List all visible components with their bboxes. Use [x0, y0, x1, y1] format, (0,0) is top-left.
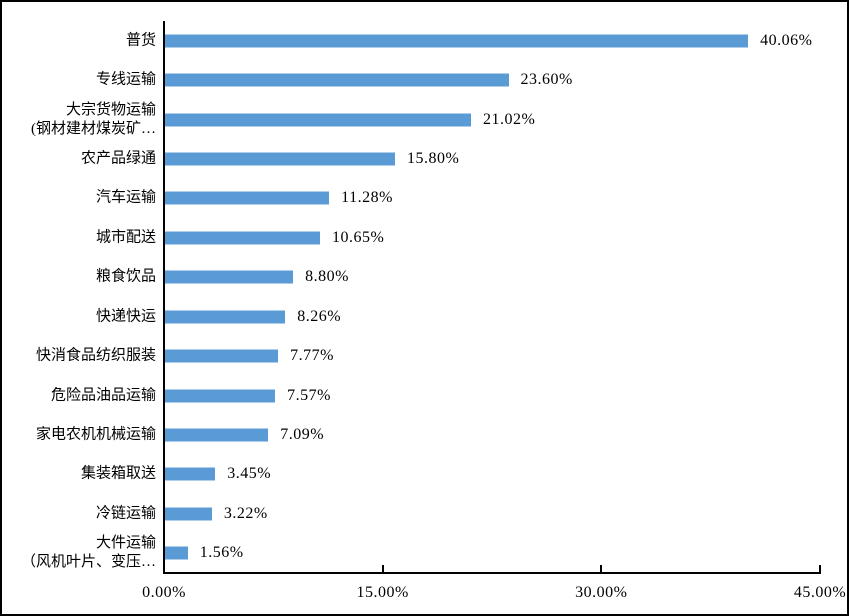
- category-label: 农产品绿通: [80, 150, 156, 167]
- category-label: 汽车运输: [95, 189, 156, 206]
- bar: [165, 546, 188, 560]
- plot-area: 普货 40.06% 专线运输 23.60% 大宗货物运输 (钢材建材煤炭矿… 21.02%…: [21, 21, 820, 573]
- value-label: 7.09%: [280, 425, 325, 443]
- y-axis-line: [163, 21, 165, 574]
- category-label: 集装箱取送: [80, 465, 156, 482]
- value-label: 8.80%: [305, 268, 349, 286]
- chart-row: 快消食品纺织服装 7.77%: [36, 336, 820, 375]
- chart-row: 大件运输 （风机叶片、变压… 1.56%: [21, 534, 820, 573]
- bar: [165, 310, 286, 324]
- chart-row: 危险品油品运输 7.57%: [51, 376, 820, 415]
- category-label: 快消食品纺织服装: [35, 347, 156, 364]
- bar: [165, 467, 216, 481]
- chart-row: 普货 40.06%: [126, 21, 820, 60]
- x-axis-tick-label: 0.00%: [142, 584, 186, 601]
- chart-row: 农产品绿通 15.80%: [81, 139, 820, 178]
- value-label: 8.26%: [297, 307, 342, 325]
- value-label: 7.77%: [290, 347, 334, 365]
- category-label: 普货: [125, 32, 156, 49]
- bar: [165, 270, 294, 284]
- category-label: 家电农机机械运输: [35, 426, 156, 443]
- chart-row: 专线运输 23.60%: [96, 60, 820, 99]
- category-label: 城市配送: [95, 229, 156, 246]
- chart-row: 家电农机机械运输 7.09%: [36, 415, 820, 454]
- category-label: 专线运输: [95, 71, 156, 88]
- bar: [165, 231, 321, 245]
- chart-row: 大宗货物运输 (钢材建材煤炭矿… 21.02%: [31, 100, 820, 139]
- bar: [165, 191, 330, 205]
- value-label: 3.45%: [227, 465, 272, 483]
- chart-row: 冷链运输 3.22%: [96, 494, 820, 533]
- x-axis-tick-label: 15.00%: [356, 584, 409, 601]
- chart-row: 粮食饮品 8.80%: [96, 258, 820, 297]
- bar: [165, 428, 269, 442]
- category-label: 快递快运: [95, 308, 156, 325]
- chart-row: 集装箱取送 3.45%: [81, 455, 820, 494]
- bar: [165, 349, 279, 363]
- x-axis-tick: [381, 565, 384, 572]
- value-label: 23.60%: [520, 71, 573, 89]
- value-label: 10.65%: [332, 228, 385, 246]
- value-label: 3.22%: [223, 504, 268, 522]
- value-label: 15.80%: [406, 149, 460, 167]
- bar: [165, 389, 276, 403]
- category-label: 冷链运输: [95, 505, 156, 522]
- value-label: 21.02%: [482, 110, 536, 128]
- x-axis-tick: [819, 565, 821, 572]
- value-label: 1.56%: [199, 544, 244, 562]
- x-axis-line: [163, 572, 821, 574]
- bar: [165, 152, 395, 166]
- bar: [165, 73, 509, 87]
- category-label: 大件运输 （风机叶片、变压…: [20, 535, 156, 571]
- category-label: 危险品油品运输: [50, 387, 156, 404]
- value-label: 11.28%: [341, 189, 393, 207]
- category-label: 大宗货物运输 (钢材建材煤炭矿…: [31, 101, 156, 137]
- bar: [165, 113, 471, 127]
- value-label: 40.06%: [760, 31, 813, 49]
- chart-row: 汽车运输 11.28%: [96, 179, 820, 218]
- x-axis-tick-label: 30.00%: [575, 584, 628, 601]
- value-label: 7.57%: [287, 386, 331, 404]
- x-axis-tick-label: 45.00%: [793, 584, 847, 601]
- bar: [165, 507, 212, 521]
- x-axis-tick: [600, 565, 603, 572]
- chart-row: 快递快运 8.26%: [96, 297, 820, 336]
- category-label: 粮食饮品: [95, 268, 156, 285]
- chart-row: 城市配送 10.65%: [96, 218, 820, 257]
- bar: [165, 34, 749, 48]
